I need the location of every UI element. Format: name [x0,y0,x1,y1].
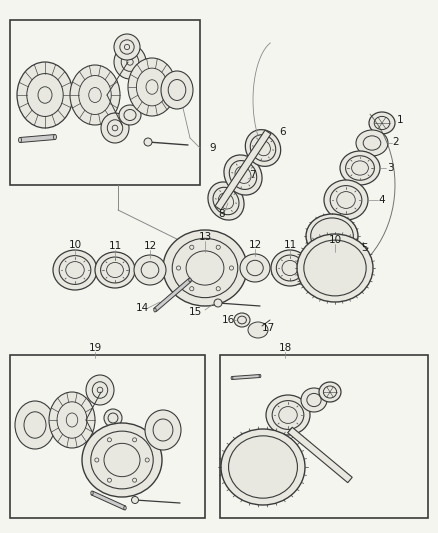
Ellipse shape [250,135,276,161]
Ellipse shape [91,491,93,495]
Ellipse shape [311,218,353,254]
Text: 10: 10 [68,240,81,250]
Polygon shape [215,130,271,210]
Text: 17: 17 [261,323,275,333]
Circle shape [131,497,138,504]
Text: 19: 19 [88,343,102,353]
Text: 8: 8 [219,209,225,219]
Text: 11: 11 [283,240,297,250]
Ellipse shape [229,160,257,189]
Ellipse shape [145,410,181,450]
Ellipse shape [15,401,55,449]
Circle shape [214,299,222,307]
Ellipse shape [301,388,327,412]
Ellipse shape [346,156,374,180]
Ellipse shape [189,278,191,282]
Ellipse shape [70,65,120,125]
Polygon shape [154,278,191,311]
Ellipse shape [49,392,95,448]
Ellipse shape [59,256,91,285]
Ellipse shape [234,313,250,327]
Ellipse shape [101,257,129,283]
Ellipse shape [82,423,162,497]
Ellipse shape [369,112,395,134]
Ellipse shape [57,402,87,438]
Text: 12: 12 [248,240,261,250]
Ellipse shape [259,375,261,377]
Bar [10,355,205,518]
Text: 4: 4 [379,195,385,205]
Text: 16: 16 [221,315,235,325]
Ellipse shape [114,34,140,60]
Ellipse shape [319,382,341,402]
Ellipse shape [101,113,129,143]
Ellipse shape [119,105,141,125]
Ellipse shape [240,254,270,282]
Ellipse shape [87,436,113,464]
Ellipse shape [208,182,244,220]
Ellipse shape [231,376,233,379]
Ellipse shape [136,68,168,106]
Ellipse shape [213,187,239,215]
Ellipse shape [306,214,358,258]
Ellipse shape [272,401,304,430]
Text: 5: 5 [362,243,368,253]
Text: 12: 12 [143,241,157,251]
Text: 14: 14 [135,303,148,313]
Ellipse shape [86,375,114,405]
Ellipse shape [128,58,176,116]
Text: 11: 11 [108,241,122,251]
Ellipse shape [114,45,146,79]
Ellipse shape [124,506,126,510]
Circle shape [144,138,152,146]
Ellipse shape [248,322,268,338]
Polygon shape [232,375,260,379]
Ellipse shape [276,255,304,281]
Ellipse shape [53,250,97,290]
Text: 6: 6 [280,127,286,137]
Text: 18: 18 [279,343,292,353]
Ellipse shape [53,134,57,140]
Ellipse shape [271,250,309,286]
Ellipse shape [356,130,388,156]
Ellipse shape [18,138,21,142]
Text: 7: 7 [249,170,255,180]
Ellipse shape [229,436,297,498]
Ellipse shape [245,130,281,166]
Ellipse shape [324,180,368,220]
Text: 9: 9 [210,143,216,153]
Polygon shape [91,491,126,510]
Ellipse shape [91,431,153,489]
Text: 3: 3 [387,163,393,173]
Ellipse shape [266,395,310,435]
Ellipse shape [330,185,362,214]
Ellipse shape [95,252,135,288]
Text: 15: 15 [188,307,201,317]
Text: 10: 10 [328,235,342,245]
Ellipse shape [17,62,73,128]
Text: 13: 13 [198,232,212,242]
Ellipse shape [163,230,247,306]
Ellipse shape [221,429,305,505]
Ellipse shape [161,71,193,109]
Ellipse shape [172,238,238,297]
Ellipse shape [79,76,111,115]
Polygon shape [20,134,55,142]
Text: 2: 2 [393,137,399,147]
Ellipse shape [340,151,380,185]
Ellipse shape [134,255,166,285]
Ellipse shape [297,234,373,302]
Polygon shape [288,427,352,483]
Bar [220,355,428,518]
Bar [10,20,200,185]
Ellipse shape [104,409,122,427]
Text: 1: 1 [397,115,403,125]
Ellipse shape [27,74,63,116]
Ellipse shape [154,308,156,312]
Ellipse shape [304,240,366,296]
Ellipse shape [224,155,262,195]
